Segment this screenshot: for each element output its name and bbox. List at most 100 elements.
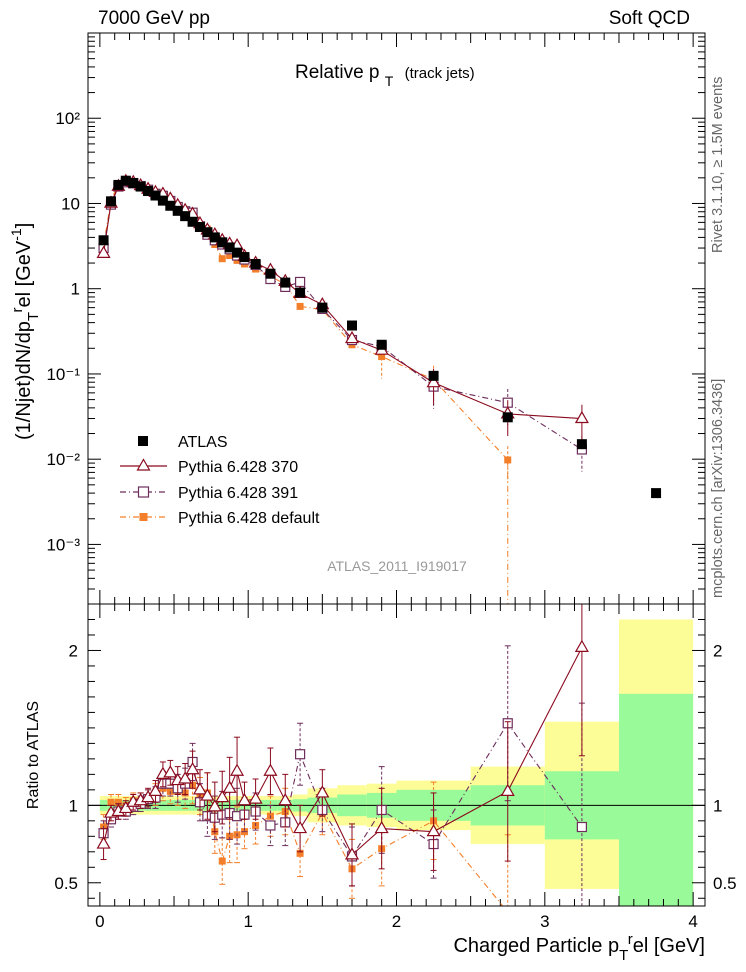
data-point-p370 <box>96 245 111 258</box>
data-point-atlas <box>120 175 131 186</box>
ratio-point-p370 <box>315 785 330 798</box>
main-y-axis-label: (1/Njet)dN/dpTrel [GeV-1] <box>8 223 42 440</box>
legend-label-370: Pythia 6.428 370 <box>178 459 298 476</box>
x-tick-label: 3 <box>540 912 549 931</box>
data-point-atlas <box>217 237 228 248</box>
legend-label-default: Pythia 6.428 default <box>178 510 320 527</box>
ratio-point-pdef <box>226 832 234 840</box>
main-y-tick-label: 10⁻² <box>46 450 80 469</box>
data-point-atlas <box>347 320 358 331</box>
legend-marker-atlas <box>138 436 148 446</box>
data-point-atlas <box>180 211 191 222</box>
ratio-y-tick-label: 2 <box>69 641 78 660</box>
x-tick-label: 0 <box>95 912 104 931</box>
data-point-atlas <box>113 179 124 190</box>
data-point-pdef <box>218 255 226 263</box>
ratio-point-p370 <box>263 763 278 776</box>
ratio-y-tick-label-right: 1 <box>713 796 722 815</box>
legend-label-atlas: ATLAS <box>178 434 228 451</box>
data-point-atlas <box>317 302 328 313</box>
data-point-p370 <box>344 330 360 344</box>
ratio-point-pdef <box>218 857 226 865</box>
legend-item-391: Pythia 6.428 391 <box>120 485 298 502</box>
main-title-text: Relative p <box>295 62 380 83</box>
series-p391 <box>98 177 587 472</box>
x-label-sub: T <box>619 947 628 964</box>
data-point-atlas <box>250 258 261 269</box>
ratio-point-p370 <box>215 789 230 803</box>
data-point-pdef <box>226 252 234 260</box>
ratio-point-p370 <box>426 823 441 837</box>
ratio-point-p370 <box>574 639 589 652</box>
legend-item-370: Pythia 6.428 370 <box>120 458 298 476</box>
y-label-part2: el [GeV <box>13 240 35 307</box>
process-label: Soft QCD <box>609 8 690 29</box>
series-p370 <box>96 173 589 441</box>
data-point-atlas <box>651 488 662 499</box>
legend-marker-391 <box>137 486 150 498</box>
analysis-label: ATLAS_2011_I919017 <box>327 558 467 574</box>
main-y-tick-label: 10² <box>55 109 80 128</box>
data-point-atlas <box>98 235 109 246</box>
data-point-atlas <box>502 412 513 423</box>
main-y-tick-label: 10⁻³ <box>46 535 80 554</box>
series-line-p370 <box>103 180 582 420</box>
data-point-atlas <box>165 200 176 211</box>
mcplots-label: mcplots.cern.ch [arXiv:1306.3436] <box>710 379 726 598</box>
x-label-part2: el [GeV] <box>633 935 705 957</box>
data-point-atlas <box>576 439 587 450</box>
series-line-pdef <box>103 179 509 461</box>
series-pdef <box>100 177 512 483</box>
data-point-atlas <box>239 252 250 263</box>
legend-item-default: Pythia 6.428 default <box>120 510 320 527</box>
data-point-atlas <box>172 205 183 216</box>
data-point-atlas <box>280 277 291 288</box>
data-point-atlas <box>194 221 205 232</box>
ratio-point-p370 <box>163 765 178 778</box>
ratio-point-p370 <box>374 820 389 834</box>
data-point-atlas <box>265 268 276 279</box>
main-y-tick-label: 10⁻¹ <box>46 365 80 384</box>
main-y-tick-label: 1 <box>71 280 80 299</box>
ratio-point-p370 <box>344 847 360 860</box>
ratio-y-tick-label: 0.5 <box>54 874 78 893</box>
ratio-point-p391 <box>294 749 306 760</box>
data-point-p391 <box>294 276 306 288</box>
ratio-y-axis-label: Ratio to ATLAS <box>25 701 42 809</box>
ratio-point-pdef <box>107 798 115 806</box>
ratio-point-p370 <box>178 771 193 784</box>
beam-label: 7000 GeV pp <box>98 8 210 29</box>
data-point-atlas <box>202 227 213 238</box>
ratio-y-tick-label: 1 <box>69 796 78 815</box>
y-label-sup: r <box>9 307 26 312</box>
legend-marker-370 <box>136 458 151 471</box>
ratio-point-p370 <box>141 789 156 803</box>
ratio-point-pdef <box>504 909 511 916</box>
data-point-atlas <box>428 370 439 381</box>
data-point-atlas <box>105 196 116 207</box>
ratio-point-p391 <box>265 820 276 831</box>
ratio-y-tick-label-right: 2 <box>713 641 722 660</box>
data-point-atlas <box>128 177 139 188</box>
ratio-axes: 0 1 2 3 4 0.5 0.5 1 1 2 2 <box>54 604 737 931</box>
data-point-atlas <box>209 232 220 243</box>
data-point-atlas <box>376 339 387 350</box>
series-atlas <box>98 175 662 499</box>
main-y-tick-label: 10 <box>61 194 80 213</box>
ratio-point-p370 <box>207 799 222 812</box>
ratio-point-p370 <box>230 763 245 776</box>
ratio-point-p370 <box>278 792 293 806</box>
ratio-point-p370 <box>185 762 200 775</box>
legend-label-391: Pythia 6.428 391 <box>178 485 298 502</box>
x-tick-label: 2 <box>392 912 401 931</box>
ratio-series-p370 <box>96 604 589 887</box>
x-label-sup: r <box>628 931 633 948</box>
ratio-point-p370 <box>96 836 111 849</box>
data-point-atlas <box>135 181 146 192</box>
series-line-p391 <box>103 181 583 450</box>
x-label-part1: Charged Particle p <box>453 935 619 957</box>
legend-marker-default <box>139 513 148 521</box>
band-inner <box>618 693 694 906</box>
ratio-point-p370 <box>118 800 133 814</box>
